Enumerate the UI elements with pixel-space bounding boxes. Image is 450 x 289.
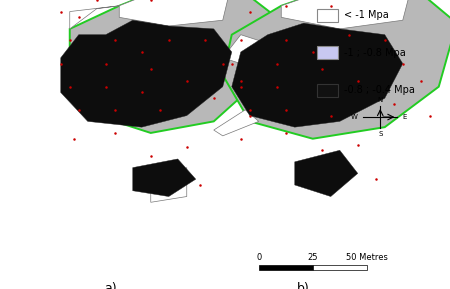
Text: 0: 0 — [256, 253, 261, 262]
Text: 50 Metres: 50 Metres — [346, 253, 388, 262]
Text: E: E — [403, 114, 407, 120]
Polygon shape — [232, 23, 403, 127]
Text: N: N — [378, 97, 383, 103]
Bar — [317, 84, 338, 97]
Polygon shape — [119, 0, 232, 26]
Text: W: W — [351, 114, 358, 120]
Polygon shape — [223, 0, 450, 139]
Polygon shape — [151, 168, 187, 202]
Polygon shape — [70, 6, 119, 29]
Polygon shape — [223, 35, 259, 64]
Polygon shape — [61, 20, 232, 127]
Polygon shape — [281, 0, 412, 29]
Text: -1 ; -0.8 Mpa: -1 ; -0.8 Mpa — [344, 48, 406, 58]
Bar — [317, 46, 338, 59]
Text: b): b) — [297, 282, 310, 289]
Polygon shape — [295, 150, 358, 197]
Text: a): a) — [104, 282, 117, 289]
Bar — [317, 9, 338, 22]
Bar — [313, 265, 367, 270]
Bar — [259, 265, 313, 270]
Polygon shape — [70, 0, 277, 133]
Text: 25: 25 — [307, 253, 318, 262]
Polygon shape — [133, 159, 196, 197]
Polygon shape — [214, 110, 259, 136]
Text: -0.8 ; -0.4 Mpa: -0.8 ; -0.4 Mpa — [344, 85, 415, 95]
Text: < -1 Mpa: < -1 Mpa — [344, 10, 389, 20]
Text: S: S — [378, 131, 382, 138]
